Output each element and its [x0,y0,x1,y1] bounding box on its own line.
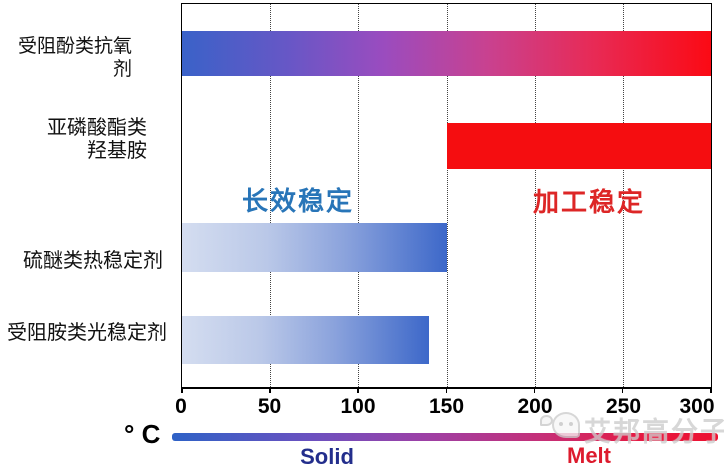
x-tick-label-150: 150 [428,395,465,418]
legend-solid-label: Solid [300,444,354,468]
plot-area [181,3,712,393]
logo-eye-left [559,422,563,426]
category-label-hindered-phenol-antioxidant: 受阻酚类抗氧剂 [17,35,132,80]
gridline-100 [358,4,360,387]
tick-mark-200 [533,388,536,393]
tick-mark-100 [357,388,359,393]
tick-mark-50 [269,388,271,393]
category-label-phosphite-hydroxylamine: 亚磷酸酯类 羟基胺 [47,115,147,162]
x-tick-label-100: 100 [340,395,376,418]
solid-melt-gradient-bar [172,433,718,441]
bar-row-2 [182,223,447,272]
x-axis-unit-label: ° C [124,419,161,449]
category-label-hindered-amine-light-stabilizer: 受阻胺类光稳定剂 [7,320,167,344]
tick-mark-150 [445,388,447,393]
annotation-long-term-stability: 长效稳定 [241,187,355,217]
legend-melt-label: Melt [567,443,611,468]
annotation-processing-stability: 加工稳定 [532,188,646,218]
x-tick-label-200: 200 [517,395,553,418]
category-label-thioether-heat-stabilizer: 硫醚类热稳定剂 [23,248,163,272]
x-tick-label-300: 300 [679,395,715,418]
tick-mark-300 [710,388,712,393]
speech-bubble-big-icon [552,412,580,438]
bar-row-3 [182,316,429,364]
gridline-150 [446,4,448,387]
gridline-200 [534,4,536,387]
x-tick-label-250: 250 [605,395,642,418]
tick-mark-250 [621,388,624,393]
logo-eye-right [569,422,573,426]
bar-row-0 [182,31,711,76]
gridline-250 [622,4,624,387]
x-tick-label-50: 50 [257,395,282,418]
chat-bubbles-logo-icon [540,412,582,444]
x-tick-label-0: 0 [175,395,187,418]
bar-row-1 [446,123,711,169]
watermark-text: 艾邦高分子 [584,417,724,448]
tick-mark-0 [181,388,183,393]
gridline-50 [270,4,272,387]
